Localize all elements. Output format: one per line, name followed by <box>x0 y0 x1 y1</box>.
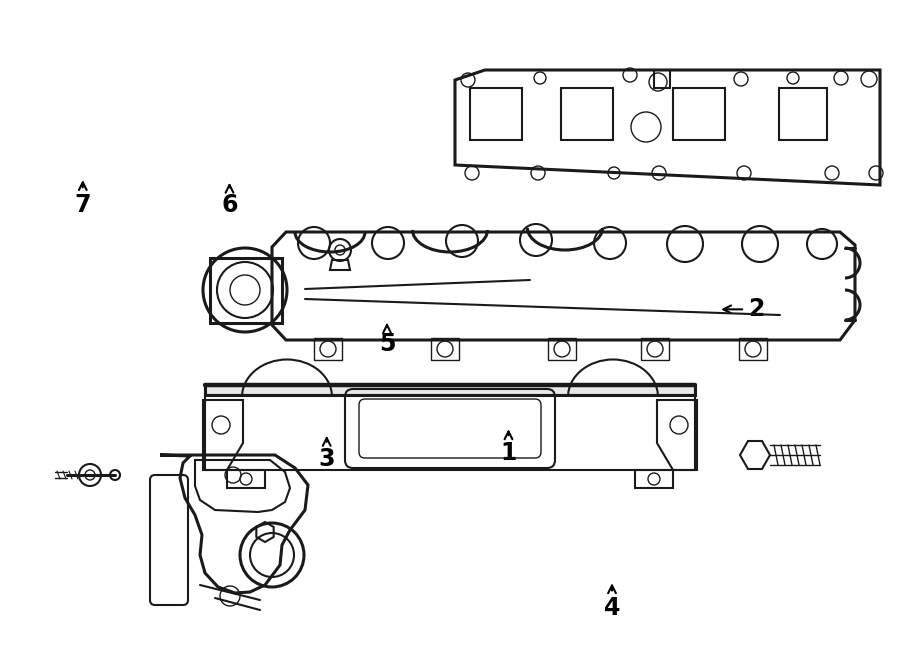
Text: 2: 2 <box>724 297 764 321</box>
Text: 3: 3 <box>319 438 335 471</box>
Bar <box>561 88 613 140</box>
Text: 7: 7 <box>75 182 91 217</box>
Bar <box>548 338 576 360</box>
Text: 1: 1 <box>500 432 517 465</box>
Bar <box>431 338 459 360</box>
Bar <box>470 88 522 140</box>
Text: 5: 5 <box>379 325 395 356</box>
Bar <box>205 385 695 395</box>
Bar <box>779 88 827 140</box>
Text: 6: 6 <box>221 185 238 217</box>
Text: 4: 4 <box>604 586 620 620</box>
Bar <box>739 338 767 360</box>
Bar <box>314 338 342 360</box>
Bar <box>641 338 669 360</box>
Bar <box>673 88 725 140</box>
